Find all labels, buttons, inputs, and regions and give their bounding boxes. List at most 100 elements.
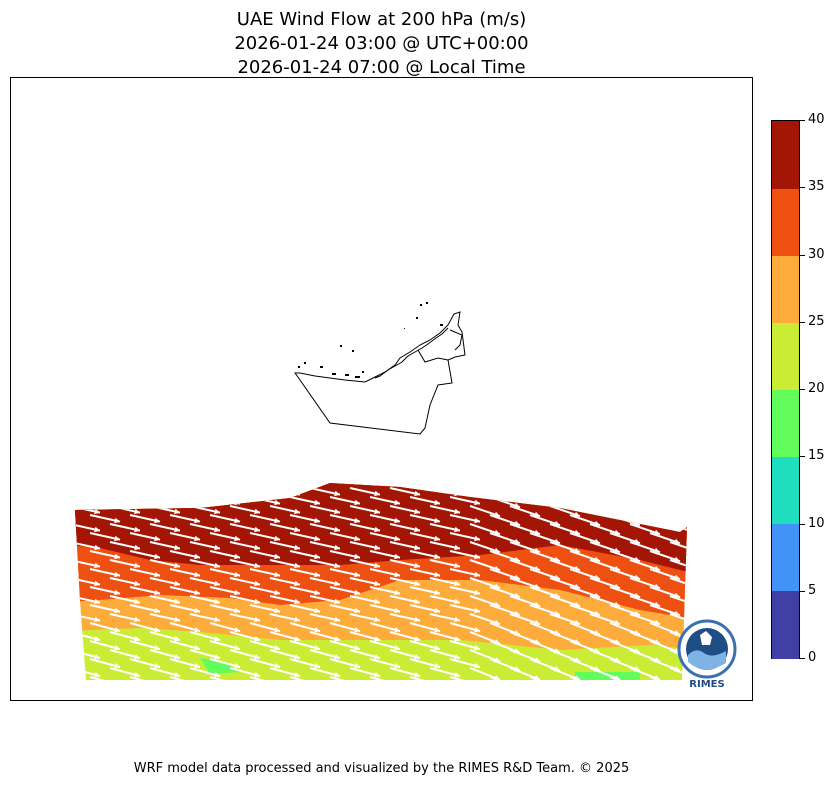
wind-arrow-head <box>174 562 180 569</box>
wind-arrow-head <box>94 636 100 642</box>
wind-arrow-head <box>334 672 340 678</box>
wind-arrow-head <box>354 681 360 687</box>
wind-arrow-shaft <box>89 496 121 505</box>
wind-arrow-head <box>374 636 380 642</box>
wind-arrow-head <box>354 607 360 614</box>
wind-arrow-shaft <box>690 533 720 543</box>
wind-arrow-head <box>214 526 220 533</box>
wind-arrow-head <box>94 598 100 605</box>
colorbar-tick-label: 40 <box>808 112 825 127</box>
wind-arrow-head <box>194 517 200 524</box>
wind-arrow-shaft <box>229 487 261 496</box>
wind-arrow-head <box>354 517 360 524</box>
wind-arrow-head <box>674 502 680 509</box>
wind-arrow-head <box>214 672 220 678</box>
wind-arrow-head <box>374 490 380 497</box>
wind-arrow-head <box>214 598 220 605</box>
wind-arrow-head <box>254 544 260 551</box>
wind-arrow-shaft <box>469 649 501 663</box>
wind-arrow-shaft <box>189 487 221 496</box>
wind-arrow-head <box>114 663 120 669</box>
wind-arrow-head <box>194 681 200 687</box>
wind-arrow-head <box>394 589 400 596</box>
wind-arrow-head <box>154 499 160 506</box>
wind-arrow-head <box>174 490 180 497</box>
wind-arrow-head <box>274 517 280 524</box>
colorbar-tick-mark <box>800 524 805 525</box>
wind-arrow-head <box>214 562 220 569</box>
wind-arrow-head <box>454 544 460 551</box>
wind-arrow-head <box>334 616 340 623</box>
wind-arrow-head <box>154 589 160 596</box>
wind-arrow-shaft <box>509 667 541 680</box>
wind-arrow-head <box>474 517 480 524</box>
wind-arrow-shaft <box>549 649 581 663</box>
map-title: UAE Wind Flow at 200 hPa (m/s) 2026-01-2… <box>0 8 763 80</box>
wind-arrow-shaft <box>669 559 687 572</box>
wind-arrow-head <box>614 493 620 500</box>
wind-arrow-head <box>414 544 420 551</box>
wind-arrow-head <box>414 672 420 678</box>
wind-arrow-head <box>694 602 700 607</box>
wind-arrow-head <box>114 681 120 687</box>
colorbar-tick-mark <box>800 187 805 188</box>
wind-arrow-head <box>234 607 240 614</box>
wind-arrow-head <box>234 645 240 651</box>
colorbar-bin <box>772 456 799 525</box>
wind-arrow-head <box>714 575 720 580</box>
wind-arrow-shaft <box>129 676 161 680</box>
wind-arrow-shaft <box>149 487 181 496</box>
wind-arrow-head <box>414 654 420 660</box>
wind-arrow-head <box>154 517 160 524</box>
wind-arrow-head <box>694 584 700 589</box>
wind-arrow-head <box>174 508 180 515</box>
wind-arrow-shaft <box>549 631 581 645</box>
wind-arrow-head <box>214 544 220 551</box>
wind-arrow-head <box>194 645 200 651</box>
colorbar-bin <box>772 590 799 659</box>
wind-arrow-shaft <box>569 640 601 654</box>
wind-arrow-head <box>94 654 100 660</box>
wind-arrow-head <box>374 526 380 533</box>
wind-arrow-head <box>294 544 300 551</box>
wind-arrow-head <box>394 517 400 524</box>
wind-arrow-head <box>254 508 260 515</box>
wind-arrow-head <box>614 511 620 518</box>
wind-arrow-head <box>174 636 180 642</box>
wind-arrow-head <box>154 681 160 687</box>
wind-arrow-head <box>274 663 280 669</box>
wind-arrow-head <box>174 616 180 623</box>
wind-arrow-shaft <box>649 496 681 509</box>
wind-arrow-head <box>654 511 660 518</box>
wind-arrow-head <box>274 627 280 633</box>
colorbar-tick-label: 10 <box>808 516 825 531</box>
wind-arrow-head <box>354 627 360 633</box>
wind-arrow-head <box>314 627 320 633</box>
wind-arrow-head <box>294 654 300 660</box>
wind-arrow-head <box>334 490 340 497</box>
rimes-logo: RIMES <box>677 619 737 689</box>
wind-arrow-head <box>434 627 440 633</box>
wind-arrow-shaft <box>549 487 581 500</box>
wind-arrow-shaft <box>609 658 641 672</box>
wind-arrow-head <box>234 589 240 596</box>
wind-arrow-head <box>474 627 480 633</box>
colorbar-tick-mark <box>800 591 805 592</box>
wind-arrow-head <box>574 493 580 500</box>
wind-arrow-head <box>414 508 420 515</box>
wind-arrow-head <box>314 535 320 542</box>
wind-arrow-shaft <box>329 676 361 680</box>
wind-arrow-head <box>134 654 140 660</box>
wind-arrow-head <box>214 616 220 623</box>
wind-arrow-head <box>474 645 480 651</box>
wind-arrow-shaft <box>629 631 661 645</box>
wind-arrow-head <box>174 580 180 587</box>
wind-arrow-shaft <box>690 497 720 507</box>
wind-arrow-head <box>214 508 220 515</box>
wind-arrow-head <box>434 571 440 578</box>
wind-arrow-head <box>254 562 260 569</box>
wind-arrow-head <box>474 607 480 614</box>
wind-arrow-head <box>134 562 140 569</box>
colorbar-tick-label: 20 <box>808 381 825 396</box>
